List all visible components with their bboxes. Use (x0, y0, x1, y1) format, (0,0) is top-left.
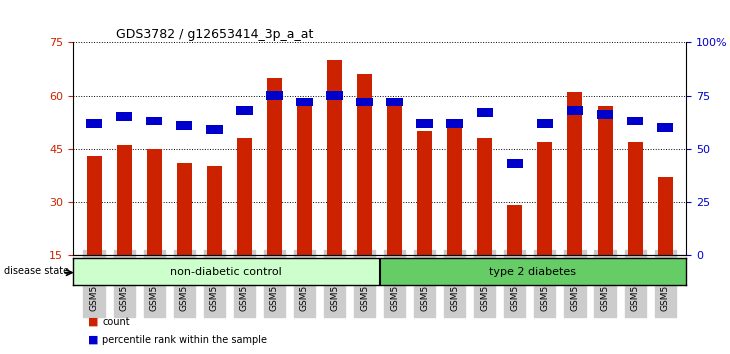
Bar (658, 177, 672, 255)
Text: GDS3782 / g12653414_3p_a_at: GDS3782 / g12653414_3p_a_at (116, 28, 313, 41)
Bar (657, 123, 673, 132)
Bar (356, 98, 373, 107)
Bar (297, 103, 312, 255)
Bar (206, 125, 223, 134)
Bar (597, 110, 613, 119)
Bar (207, 166, 222, 255)
Text: count: count (102, 317, 130, 327)
Bar (87, 156, 101, 255)
Bar (73, 258, 380, 285)
Bar (147, 149, 161, 255)
Text: disease state: disease state (4, 266, 69, 276)
Bar (326, 91, 343, 100)
Text: percentile rank within the sample: percentile rank within the sample (102, 335, 267, 345)
Text: ■: ■ (88, 317, 98, 327)
Bar (627, 117, 643, 126)
Bar (177, 163, 192, 255)
Bar (477, 108, 493, 117)
Bar (507, 205, 523, 255)
Bar (266, 91, 283, 100)
Bar (296, 98, 312, 107)
Bar (598, 106, 612, 255)
Bar (628, 142, 642, 255)
Bar (566, 106, 583, 115)
Bar (387, 99, 402, 255)
Bar (146, 117, 162, 126)
Text: type 2 diabetes: type 2 diabetes (489, 267, 577, 277)
Bar (380, 258, 686, 285)
Bar (537, 119, 553, 127)
Bar (447, 120, 462, 255)
Bar (86, 119, 102, 127)
Bar (117, 145, 131, 255)
Bar (537, 142, 553, 255)
Bar (567, 92, 583, 255)
Bar (176, 121, 193, 130)
Text: ■: ■ (88, 335, 98, 345)
Text: non-diabetic control: non-diabetic control (170, 267, 283, 277)
Bar (116, 113, 132, 121)
Bar (417, 131, 432, 255)
Bar (236, 106, 253, 115)
Bar (237, 138, 252, 255)
Bar (327, 60, 342, 255)
Bar (386, 98, 403, 107)
Bar (477, 138, 492, 255)
Bar (507, 159, 523, 168)
Bar (357, 74, 372, 255)
Bar (267, 78, 282, 255)
Bar (447, 119, 463, 127)
Bar (416, 119, 433, 127)
